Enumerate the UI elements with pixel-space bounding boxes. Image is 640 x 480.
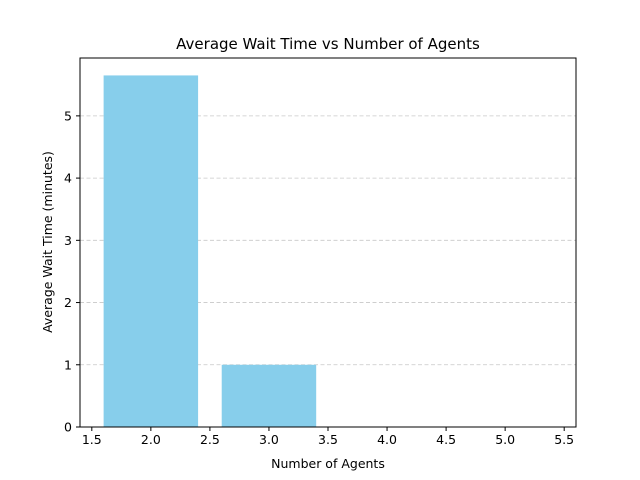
bar-3 bbox=[221, 364, 317, 427]
y-tick-label-1: 1 bbox=[64, 357, 72, 372]
y-axis-ticks: 0 1 2 3 4 5 bbox=[64, 108, 80, 435]
x-tick-label-4: 3.5 bbox=[318, 432, 338, 447]
y-axis-label: Average Wait Time (minutes) bbox=[40, 151, 55, 333]
x-tick-label-0: 1.5 bbox=[82, 432, 102, 447]
grid-lines bbox=[80, 115, 576, 366]
x-tick-label-8: 5.5 bbox=[554, 432, 574, 447]
x-tick-label-3: 3.0 bbox=[259, 432, 279, 447]
y-tick-label-0: 0 bbox=[64, 420, 72, 435]
x-tick-label-6: 4.5 bbox=[436, 432, 456, 447]
y-tick-label-3: 3 bbox=[64, 233, 72, 248]
x-tick-label-1: 2.0 bbox=[141, 432, 161, 447]
bar-2 bbox=[103, 75, 199, 427]
chart-title: Average Wait Time vs Number of Agents bbox=[176, 35, 480, 53]
x-axis-label: Number of Agents bbox=[271, 456, 385, 471]
y-tick-label-5: 5 bbox=[64, 108, 72, 123]
x-tick-label-2: 2.5 bbox=[200, 432, 220, 447]
bars bbox=[103, 75, 317, 427]
x-axis-ticks: 1.5 2.0 2.5 3.0 3.5 4.0 4.5 5.0 5.5 bbox=[82, 427, 574, 447]
y-tick-label-2: 2 bbox=[64, 295, 72, 310]
y-tick-label-4: 4 bbox=[64, 171, 72, 186]
x-tick-label-5: 4.0 bbox=[377, 432, 397, 447]
x-tick-label-7: 5.0 bbox=[495, 432, 515, 447]
